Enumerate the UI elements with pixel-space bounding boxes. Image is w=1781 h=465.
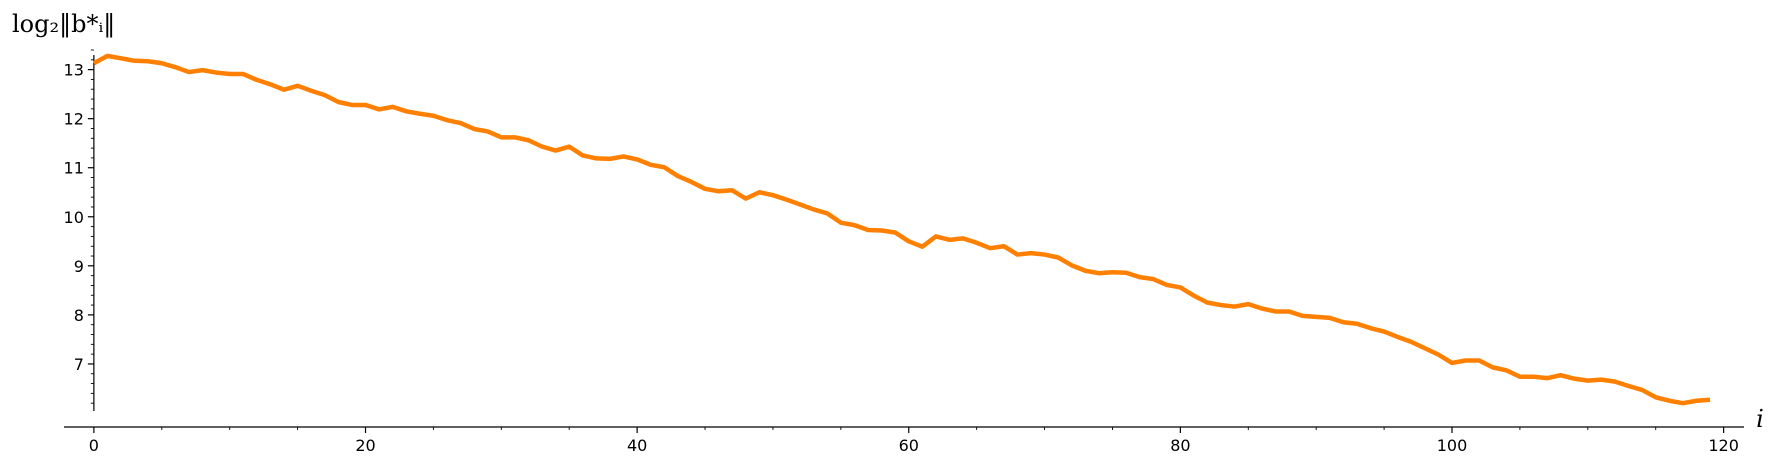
x-tick-label: 60: [899, 436, 919, 455]
y-tick-label: 9: [74, 257, 84, 276]
y-tick-label: 13: [64, 61, 84, 80]
y-axis-label: log₂‖b*ᵢ‖: [12, 10, 115, 39]
y-tick-label: 10: [64, 208, 84, 227]
y-tick-label: 11: [64, 159, 84, 178]
y-tick-label: 7: [74, 355, 84, 374]
x-tick-label: 120: [1708, 436, 1739, 455]
axes: [64, 55, 1744, 428]
y-tick-label: 12: [64, 110, 84, 129]
x-tick-label: 80: [1170, 436, 1190, 455]
y-tick-label: 8: [74, 306, 84, 325]
y-axis-label-text: log₂‖b*ᵢ‖: [12, 10, 115, 39]
x-axis-label: i: [1756, 405, 1764, 433]
x-tick-label: 0: [89, 436, 99, 455]
series: [92, 53, 1711, 406]
x-tick-label: 40: [627, 436, 647, 455]
ticks: 7 8 9 10 11 12 13 0 20 40 60 80 100 120: [64, 49, 1739, 455]
x-tick-label: 20: [355, 436, 375, 455]
x-axis-label-text: i: [1756, 405, 1764, 433]
x-tick-label: 100: [1437, 436, 1468, 455]
series-line: [92, 53, 1711, 406]
